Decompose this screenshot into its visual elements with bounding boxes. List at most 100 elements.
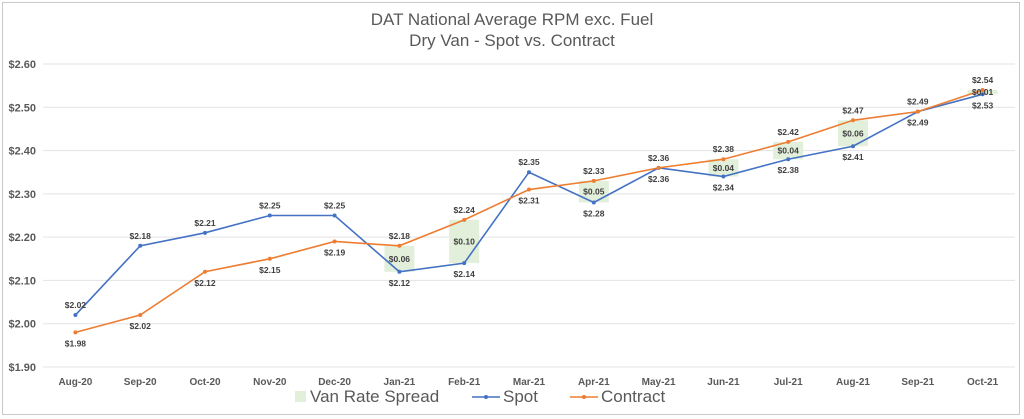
data-point-spot [73, 313, 78, 318]
spread-bar [578, 180, 609, 203]
data-point-spot [203, 230, 207, 235]
spread-bar [967, 89, 998, 95]
data-point-spot [527, 170, 531, 175]
spread-label: $0.04 [713, 163, 735, 173]
data-point-contract [721, 157, 726, 162]
data-labels: $0.06 $0.10 $0.05 $0.04 $0.04 $0.06 $0.01 $2.02… [65, 75, 994, 348]
x-tick-label: Dec-20 [318, 377, 351, 388]
spread-label: $0.06 [842, 128, 864, 138]
data-label-contract: $2.31 [518, 196, 540, 206]
data-point-spot [397, 269, 402, 274]
y-tick-label: $2.10 [8, 275, 36, 287]
y-tick-label: $2.20 [8, 232, 36, 244]
data-label-spot: $2.21 [194, 218, 216, 228]
spread-bar [773, 141, 804, 160]
data-point-contract [656, 165, 661, 170]
data-point-contract [332, 239, 337, 244]
y-tick-label: $2.30 [8, 189, 36, 201]
series-lines [73, 87, 985, 335]
data-point-spot [591, 200, 596, 205]
data-point-contract [851, 118, 855, 123]
legend-swatch-spread [295, 391, 306, 402]
data-point-spot [721, 174, 726, 179]
chart-frame: DAT National Average RPM exc. Fuel Dry V… [2, 2, 1020, 415]
data-point-contract [527, 187, 531, 192]
data-point-contract [73, 330, 78, 335]
spread-label: $0.10 [454, 236, 476, 246]
spread-bar [838, 120, 868, 147]
data-label-spot: $2.34 [713, 183, 735, 193]
data-label-contract: $1.98 [65, 338, 87, 348]
y-tick-label: $2.00 [8, 319, 36, 331]
data-label-spot: $2.25 [259, 201, 281, 211]
data-point-contract [980, 87, 985, 92]
data-label-contract: $2.49 [907, 97, 929, 107]
data-label-contract: $2.54 [972, 75, 994, 85]
chart-title-line1: DAT National Average RPM exc. Fuel [370, 10, 654, 29]
x-tick-label: Aug-21 [836, 377, 870, 388]
data-label-spot: $2.28 [583, 209, 605, 219]
y-tick-label: $2.40 [8, 146, 36, 158]
x-tick-label: Sep-21 [901, 377, 934, 388]
x-axis-ticks: Aug-20 Sep-20 Oct-20 Nov-20 Dec-20 Jan-21 Feb-… [58, 377, 998, 388]
line-chart: $1.90 $2.00 $2.10 $2.20 $2.30 $2.40 $2.50 $2.60… [8, 59, 1015, 406]
data-label-contract: $2.12 [194, 278, 216, 288]
x-tick-label: Feb-21 [448, 377, 481, 388]
y-tick-label: $2.60 [8, 59, 36, 71]
spread-label: $0.01 [972, 87, 994, 97]
x-tick-label: Jul-21 [774, 377, 803, 388]
data-label-spot: $2.41 [842, 152, 864, 162]
data-label-spot: $2.14 [454, 269, 476, 279]
data-point-contract [138, 313, 143, 318]
spread-bar [708, 159, 739, 177]
data-label-contract: $2.15 [259, 265, 281, 275]
data-point-spot [786, 157, 791, 162]
data-point-contract [462, 217, 467, 222]
data-label-spot: $2.53 [972, 100, 994, 110]
data-label-spot: $2.18 [130, 231, 152, 241]
data-point-spot [267, 213, 272, 218]
data-label-contract: $2.38 [713, 144, 735, 154]
data-point-contract [267, 256, 272, 261]
spread-label: $0.05 [583, 187, 605, 197]
data-point-spot [332, 213, 337, 218]
x-tick-label: Jan-21 [384, 377, 416, 388]
data-label-spot: $2.02 [65, 300, 87, 310]
spread-label: $0.04 [778, 146, 800, 156]
chart-title: DAT National Average RPM exc. Fuel Dry V… [3, 9, 1021, 51]
legend-label-spread: Van Rate Spread [310, 387, 439, 406]
data-point-spot [980, 92, 985, 97]
legend-label-spot: Spot [503, 387, 538, 406]
legend-marker-spot [484, 395, 488, 399]
x-tick-label: Oct-20 [189, 377, 221, 388]
spread-bar [384, 245, 415, 272]
y-axis-ticks: $1.90 $2.00 $2.10 $2.20 $2.30 $2.40 $2.50 $2.60 [8, 59, 36, 374]
x-tick-label: Apr-21 [578, 377, 610, 388]
data-point-contract [915, 109, 920, 114]
data-label-contract: $2.47 [842, 105, 864, 115]
data-point-contract [786, 139, 791, 144]
x-tick-label: Mar-21 [513, 377, 546, 388]
x-tick-label: Nov-20 [253, 377, 287, 388]
data-label-spot: $2.36 [648, 174, 670, 184]
x-tick-label: Oct-21 [967, 377, 999, 388]
data-point-contract [203, 269, 207, 274]
data-label-contract: $2.02 [130, 321, 152, 331]
data-label-contract: $2.24 [454, 205, 476, 215]
spread-bars [384, 89, 998, 272]
y-tick-label: $1.90 [8, 362, 36, 374]
data-label-spot: $2.38 [778, 165, 800, 175]
data-point-spot [851, 144, 855, 149]
legend-marker-contract [582, 395, 586, 399]
x-tick-label: May-21 [642, 377, 676, 388]
gridlines [43, 63, 1015, 368]
data-point-spot [138, 243, 143, 248]
spread-label: $0.06 [389, 254, 411, 264]
data-label-contract: $2.19 [324, 247, 346, 257]
x-tick-label: Aug-20 [58, 377, 92, 388]
data-label-spot: $2.25 [324, 201, 346, 211]
chart-subtitle: Dry Van - Spot vs. Contract [409, 31, 615, 50]
data-label-contract: $2.42 [778, 127, 800, 137]
data-point-spot [462, 261, 467, 266]
x-tick-label: Jun-21 [707, 377, 740, 388]
